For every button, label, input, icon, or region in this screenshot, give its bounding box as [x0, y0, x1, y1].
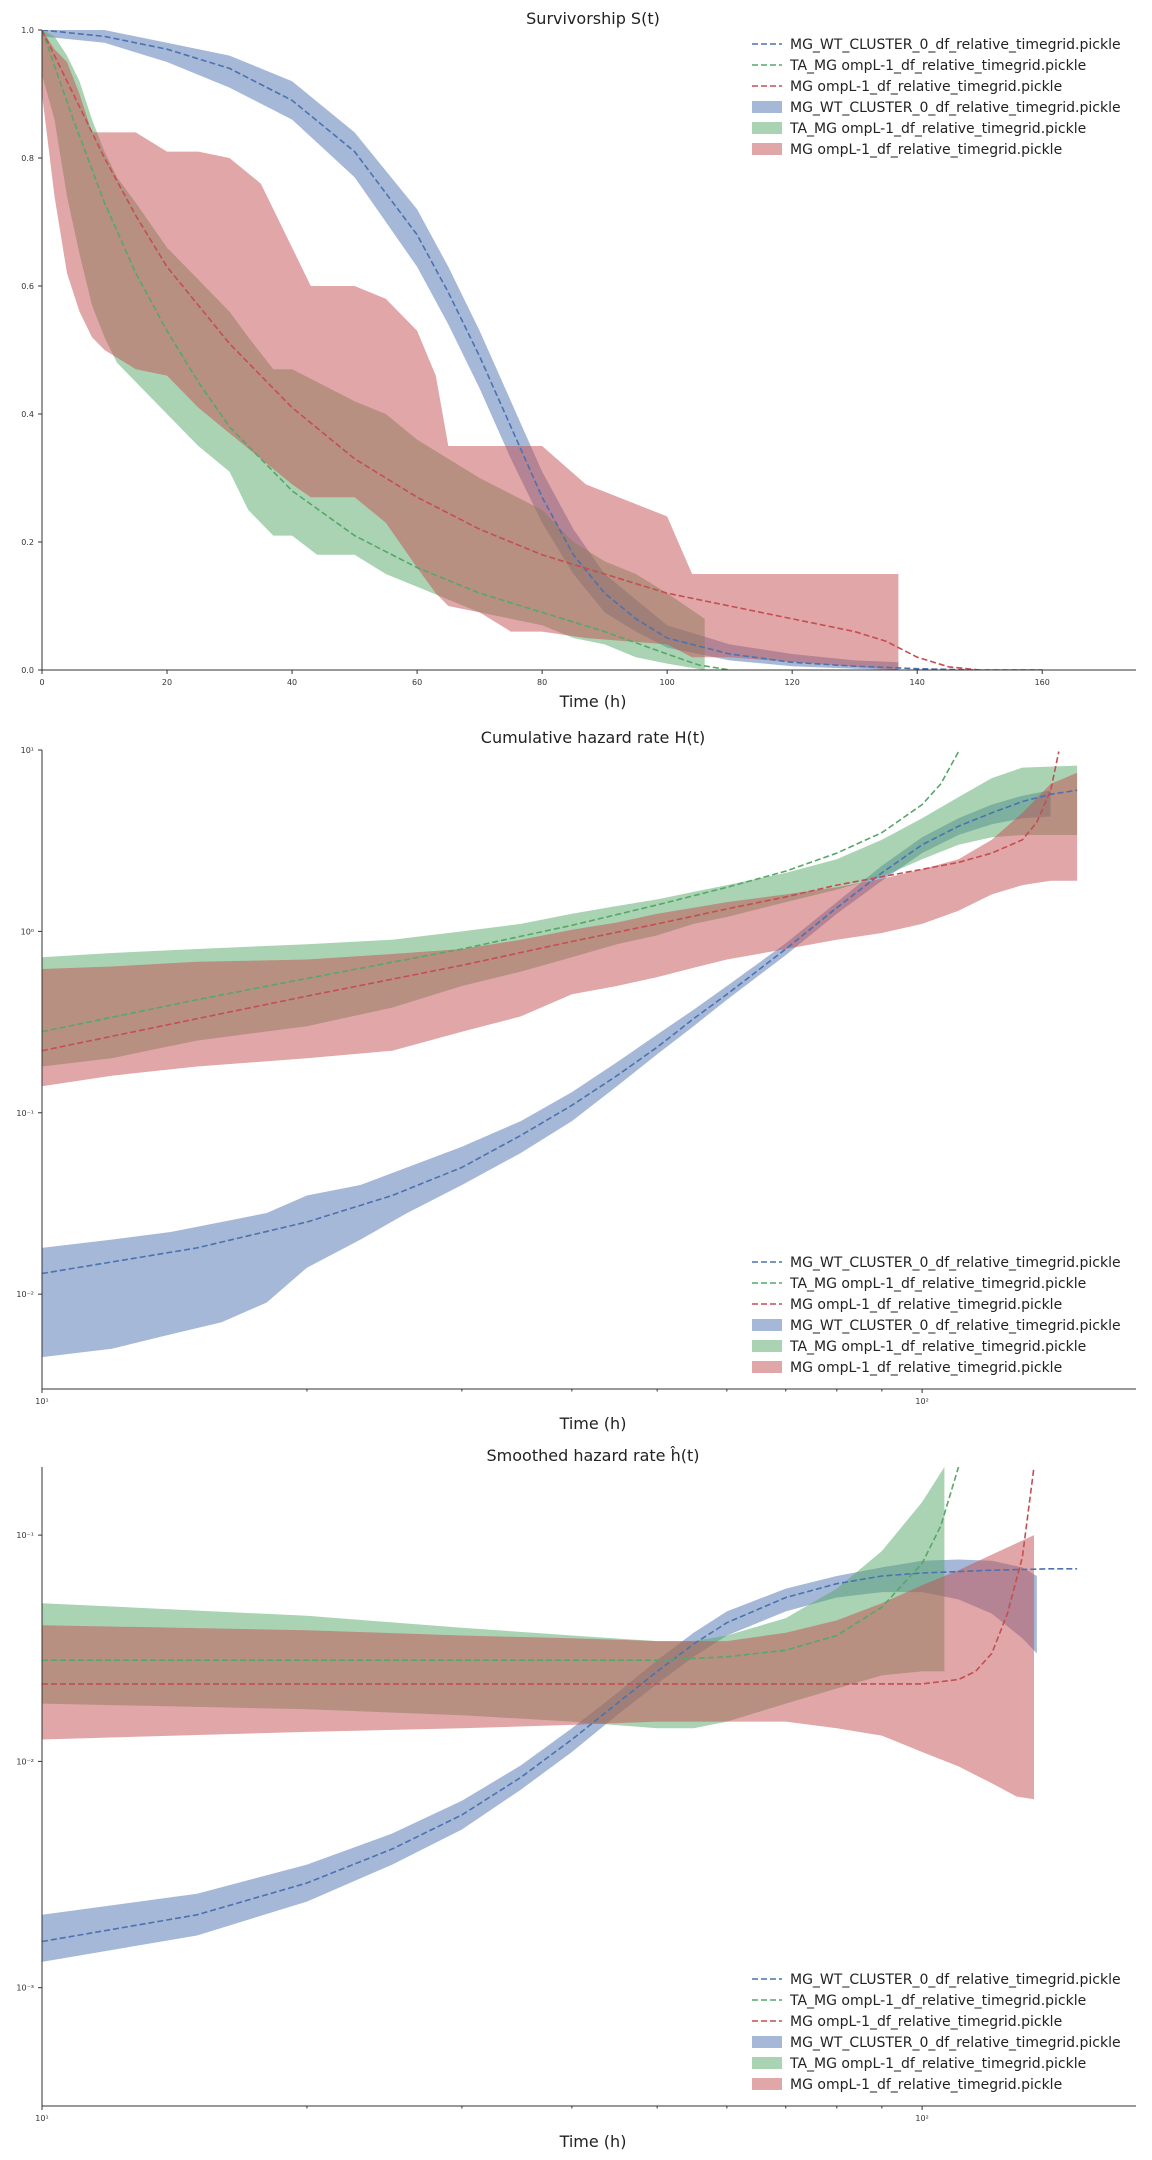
- x-tick-label: 20: [162, 678, 172, 687]
- series-line-3: [42, 30, 1043, 670]
- series-line-2: [42, 1467, 960, 1661]
- legend-label: TA_MG ompL-1_df_relative_timegrid.pickle: [789, 121, 1086, 137]
- legend-band-swatch: [752, 2057, 782, 2069]
- x-tick-label: 140: [910, 678, 925, 687]
- series-line-2: [42, 751, 960, 1033]
- y-tick-label: 0.6: [21, 282, 34, 291]
- x-tick-label: 120: [785, 678, 800, 687]
- series-line-3: [42, 751, 1060, 1052]
- legend-band-swatch: [752, 1361, 782, 1373]
- x-tick-label: 80: [537, 678, 547, 687]
- legend-label: TA_MG ompL-1_df_relative_timegrid.pickle: [789, 1276, 1086, 1292]
- series-line-3: [42, 1467, 1035, 1685]
- legend-label: MG ompL-1_df_relative_timegrid.pickle: [790, 2077, 1062, 2093]
- confidence-band-1: [42, 790, 1051, 1358]
- x-tick-label: 100: [660, 678, 675, 687]
- series-line-1: [42, 1568, 1078, 1943]
- confidence-band-3: [42, 772, 1078, 1087]
- legend-band-swatch: [752, 1340, 782, 1352]
- legend-label: MG_WT_CLUSTER_0_df_relative_timegrid.pic…: [790, 100, 1121, 116]
- series-line-1: [42, 30, 1043, 670]
- x-tick-label: 10²: [915, 1397, 928, 1406]
- y-tick-label: 0.4: [21, 410, 34, 419]
- x-tick-label: 40: [287, 678, 297, 687]
- legend-label: MG_WT_CLUSTER_0_df_relative_timegrid.pic…: [790, 1318, 1121, 1334]
- legend-band-swatch: [752, 122, 782, 134]
- x-tick-label: 0: [39, 678, 44, 687]
- y-tick-label: 10⁻¹: [16, 1531, 34, 1540]
- legend-band-swatch: [752, 143, 782, 155]
- confidence-band-1: [42, 1559, 1037, 1962]
- legend-label: MG_WT_CLUSTER_0_df_relative_timegrid.pic…: [790, 2035, 1121, 2051]
- chart-panel-1: 0 20 40 60 80 100 120 140 160 0.0 0.2 0.4 0.6 0.8 1.0 S…: [21, 9, 1136, 711]
- legend-band-swatch: [752, 1319, 782, 1331]
- legend-label: TA_MG ompL-1_df_relative_timegrid.pickle: [789, 1339, 1086, 1355]
- chart-panel-2: 10¹ 10² 10⁻² 10⁻¹ 10⁰ 10¹ Cumulative hazard ra…: [16, 728, 1136, 1433]
- x-axis-label: Time (h): [559, 2132, 627, 2151]
- legend-label: MG ompL-1_df_relative_timegrid.pickle: [790, 142, 1062, 158]
- confidence-band-1: [42, 30, 899, 670]
- x-tick-label: 10¹: [35, 2114, 48, 2123]
- confidence-band-3: [42, 1535, 1034, 1800]
- x-axis-label: Time (h): [559, 1414, 627, 1433]
- legend-label: MG_WT_CLUSTER_0_df_relative_timegrid.pic…: [790, 1255, 1121, 1271]
- y-tick-label: 10⁻²: [16, 1757, 34, 1766]
- legend-label: MG ompL-1_df_relative_timegrid.pickle: [790, 1297, 1062, 1313]
- y-tick-label: 0.8: [21, 154, 34, 163]
- series-line-2: [42, 30, 730, 670]
- series-line-1: [42, 789, 1078, 1275]
- y-tick-label: 0.0: [21, 666, 34, 675]
- y-tick-label: 0.2: [21, 538, 34, 547]
- y-tick-label: 10⁻²: [16, 1290, 34, 1299]
- y-tick-label: 10⁰: [21, 927, 34, 936]
- y-tick-label: 10⁻³: [16, 1984, 34, 1993]
- legend-band-swatch: [752, 101, 782, 113]
- legend-label: MG_WT_CLUSTER_0_df_relative_timegrid.pic…: [790, 1972, 1121, 1988]
- legend-band-swatch: [752, 2078, 782, 2090]
- legend-label: TA_MG ompL-1_df_relative_timegrid.pickle: [789, 58, 1086, 74]
- legend-label: TA_MG ompL-1_df_relative_timegrid.pickle: [789, 1993, 1086, 2009]
- x-axis-label: Time (h): [559, 692, 627, 711]
- legend-label: MG_WT_CLUSTER_0_df_relative_timegrid.pic…: [790, 37, 1121, 53]
- legend: MG_WT_CLUSTER_0_df_relative_timegrid.pic…: [752, 1972, 1121, 2093]
- y-tick-label: 1.0: [21, 26, 34, 35]
- chart-title: Survivorship S(t): [526, 9, 660, 28]
- x-tick-label: 10²: [915, 2114, 928, 2123]
- y-tick-label: 10¹: [21, 746, 34, 755]
- legend-label: MG ompL-1_df_relative_timegrid.pickle: [790, 1360, 1062, 1376]
- x-tick-label: 160: [1035, 678, 1050, 687]
- legend: MG_WT_CLUSTER_0_df_relative_timegrid.pic…: [752, 37, 1121, 158]
- y-tick-label: 10⁻¹: [16, 1109, 34, 1118]
- legend-label: MG ompL-1_df_relative_timegrid.pickle: [790, 2014, 1062, 2030]
- chart-title: Cumulative hazard rate H(t): [481, 728, 705, 747]
- legend-band-swatch: [752, 2036, 782, 2048]
- legend-label: TA_MG ompL-1_df_relative_timegrid.pickle: [789, 2056, 1086, 2072]
- chart-title: Smoothed hazard rate ĥ(t): [487, 1446, 700, 1465]
- x-tick-label: 10¹: [35, 1397, 48, 1406]
- x-tick-label: 60: [412, 678, 422, 687]
- chart-panel-3: 10¹ 10² 10⁻³ 10⁻² 10⁻¹ Smoothed hazard rate ĥ…: [16, 1446, 1136, 2151]
- confidence-band-3: [42, 30, 899, 670]
- legend-label: MG ompL-1_df_relative_timegrid.pickle: [790, 79, 1062, 95]
- legend: MG_WT_CLUSTER_0_df_relative_timegrid.pic…: [752, 1255, 1121, 1376]
